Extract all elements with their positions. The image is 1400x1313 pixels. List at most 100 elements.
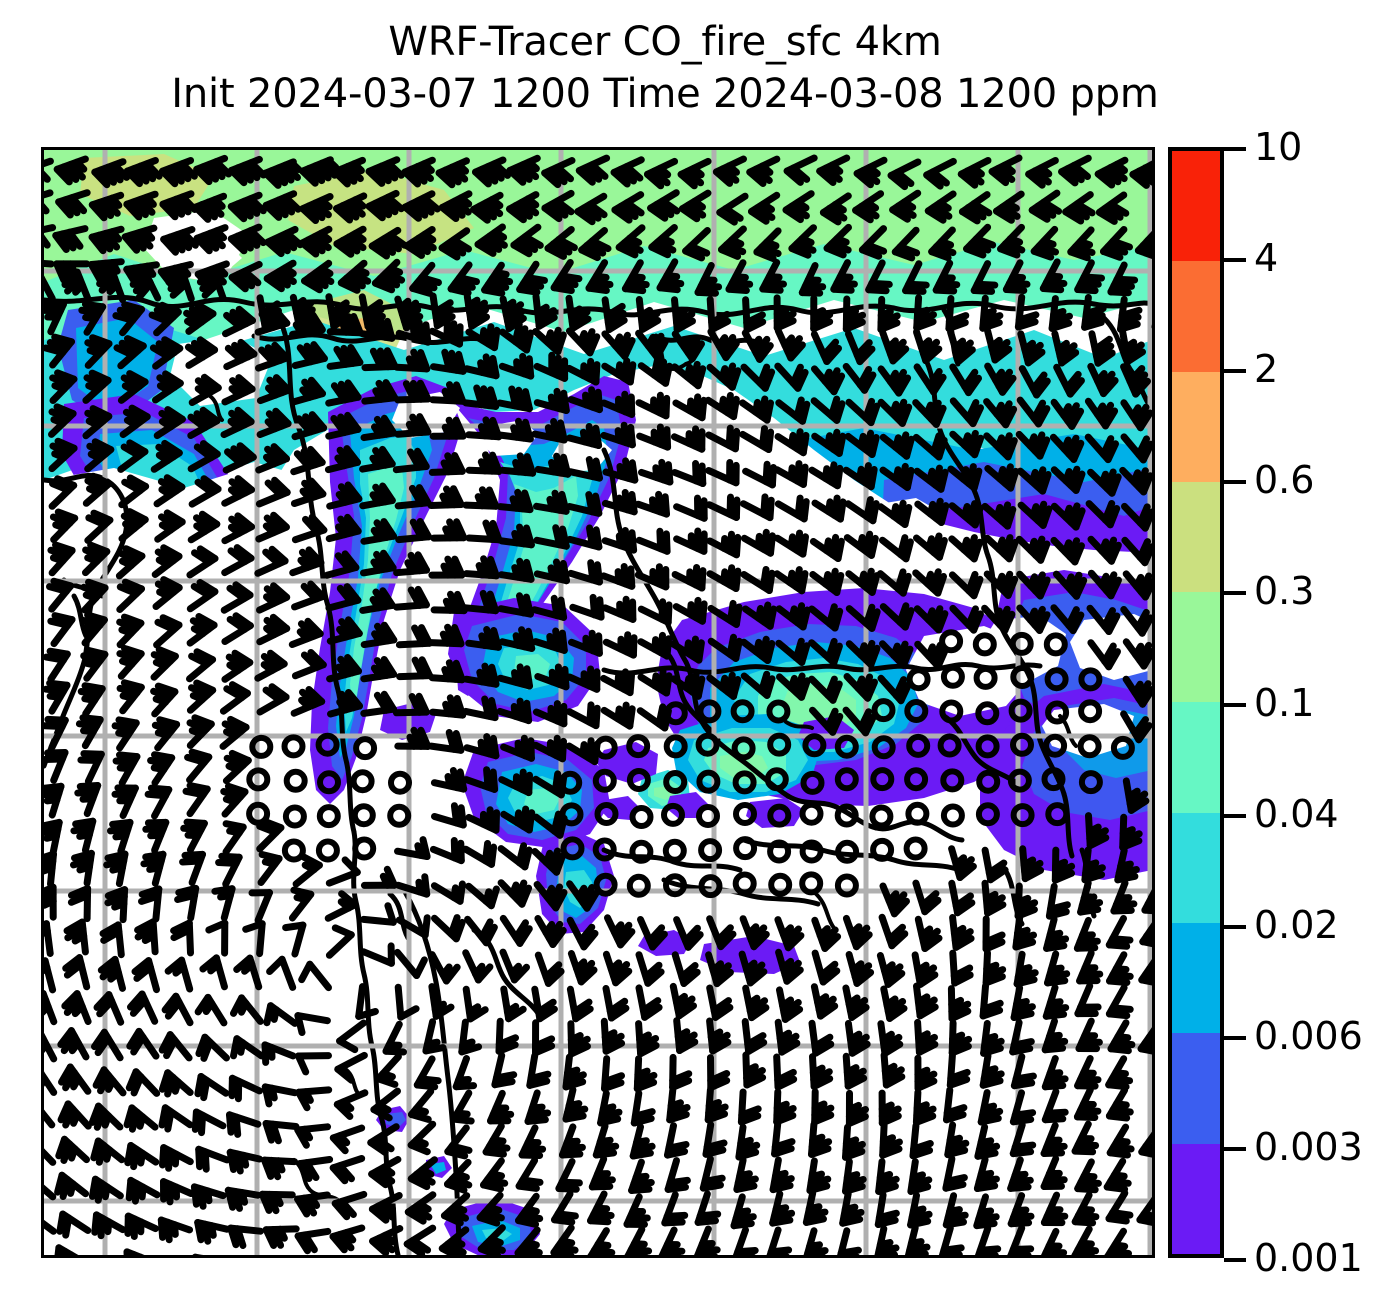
wind-barb <box>566 491 603 517</box>
wind-barb <box>877 1020 904 1057</box>
wind-barb <box>600 701 636 730</box>
wind-barb <box>1050 465 1086 494</box>
wind-barb <box>635 527 671 555</box>
wind-barb <box>531 418 568 444</box>
wind-barb <box>602 457 639 484</box>
wind-barb <box>499 452 537 477</box>
wind-barb <box>842 1123 866 1161</box>
wind-barb <box>738 950 768 987</box>
wind-barb <box>774 1018 801 1056</box>
wind-barb <box>440 1192 471 1227</box>
wind-barb <box>601 595 637 623</box>
wind-barb <box>262 190 302 221</box>
wind-barb <box>673 527 708 555</box>
wind-barb <box>874 1225 900 1255</box>
wind-barb <box>462 766 499 793</box>
wind-barb <box>773 294 797 332</box>
wind-barb <box>907 1192 933 1229</box>
wind-barb <box>394 379 432 404</box>
wind-barb <box>798 262 827 297</box>
wind-barb <box>879 602 915 631</box>
wind-barb <box>324 445 361 474</box>
wind-barb <box>48 437 78 473</box>
wind-barb <box>532 292 558 330</box>
wind-barb <box>973 1156 1000 1192</box>
wind-barb <box>670 671 706 700</box>
wind-barb <box>809 706 844 736</box>
wind-barb <box>80 578 109 614</box>
wind-barb <box>705 459 740 487</box>
wind-barb <box>948 879 976 917</box>
wind-barb <box>195 1145 231 1173</box>
wind-barb <box>984 463 1020 492</box>
wind-barb <box>879 329 910 365</box>
wind-barb <box>671 564 707 592</box>
colorbar-tick-label-5: 0.1 <box>1254 680 1315 725</box>
wind-barb <box>879 431 915 460</box>
wind-barb <box>1087 535 1122 565</box>
wind-barb <box>477 1224 506 1255</box>
wind-barb <box>544 226 578 260</box>
wind-barb <box>186 613 218 647</box>
wind-barb <box>435 157 470 189</box>
wind-barb <box>499 948 530 984</box>
wind-barb <box>809 1053 834 1090</box>
wind-barb <box>1105 915 1134 950</box>
wind-barb <box>830 259 858 294</box>
wind-barb <box>808 1019 835 1057</box>
wind-barb <box>431 802 467 829</box>
wind-barb <box>707 599 743 628</box>
wind-barb <box>706 984 734 1021</box>
wind-barb <box>533 351 569 382</box>
wind-barb <box>809 567 845 596</box>
wind-barb <box>902 260 930 295</box>
wind-barb <box>428 983 455 1020</box>
wind-barb <box>983 432 1018 461</box>
wind-barb <box>427 623 465 648</box>
wind-barb <box>184 748 213 784</box>
wind-barb <box>266 955 297 991</box>
wind-barb <box>845 639 881 669</box>
wind-barb <box>219 681 251 715</box>
wind-barb <box>170 919 194 957</box>
wind-barb <box>144 784 173 820</box>
wind-barb <box>876 952 906 988</box>
wind-barb <box>773 1088 797 1126</box>
wind-barb <box>124 1142 160 1171</box>
wind-barb <box>1045 882 1071 920</box>
wind-barb <box>186 545 219 579</box>
colorbar-band-9 <box>1172 1143 1220 1254</box>
wind-barb <box>255 476 291 508</box>
wind-barb <box>427 729 465 754</box>
wind-barb <box>635 984 663 1021</box>
wind-barb <box>1073 1086 1102 1121</box>
colorbar-band-6 <box>1172 812 1220 924</box>
wind-barb <box>682 227 711 262</box>
wind-barb <box>515 1192 544 1228</box>
wind-barb <box>766 1226 793 1255</box>
wind-barb <box>331 1190 368 1221</box>
wind-barb <box>942 1155 968 1192</box>
wind-barb <box>44 224 57 249</box>
wind-barb <box>981 846 1009 884</box>
title-line-1: WRF-Tracer CO_fire_sfc 4km <box>388 19 942 65</box>
wind-barb <box>742 984 770 1022</box>
wind-barb <box>506 154 541 186</box>
wind-barb <box>158 1104 194 1133</box>
wind-barb <box>159 1144 194 1172</box>
wind-barb <box>487 1089 515 1125</box>
wind-barb <box>532 326 567 356</box>
wind-barb <box>184 336 219 369</box>
wind-barb <box>112 301 145 337</box>
wind-barb <box>153 614 183 649</box>
wind-barb <box>819 192 852 226</box>
wind-barb <box>661 1191 689 1227</box>
wind-barb <box>158 1069 194 1098</box>
colorbar-tick-label-6: 0.04 <box>1254 791 1339 836</box>
wind-barb <box>842 706 877 737</box>
wind-barb <box>44 1071 58 1096</box>
wind-barb <box>633 1055 658 1093</box>
wind-barb <box>291 341 328 369</box>
wind-barb <box>262 1120 300 1145</box>
wind-barb <box>233 954 263 991</box>
